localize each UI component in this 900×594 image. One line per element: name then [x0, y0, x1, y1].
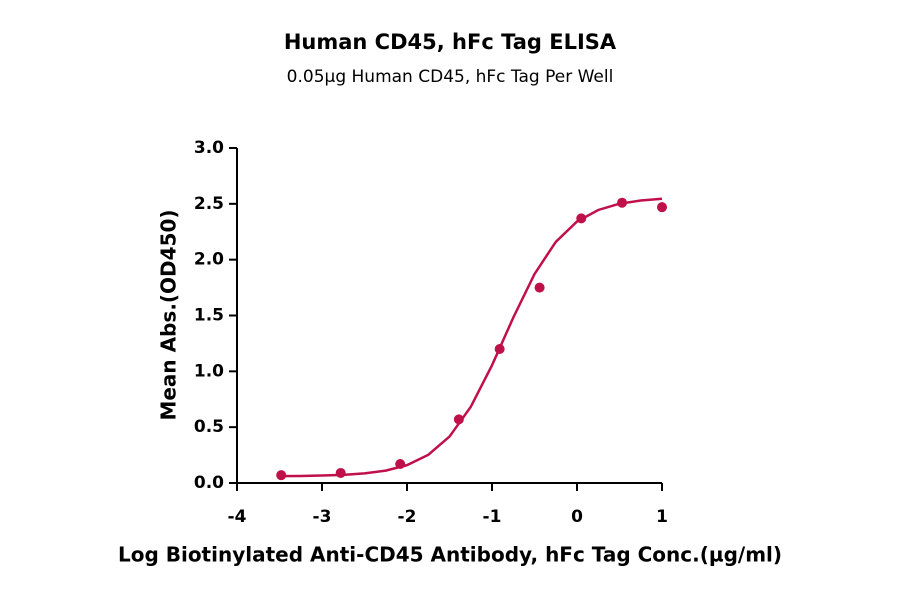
- x-tick-label: -4: [228, 507, 247, 527]
- x-tick-label: 1: [656, 507, 668, 527]
- x-tick-label: 0: [571, 507, 583, 527]
- y-tick-label: 0.5: [194, 417, 224, 437]
- data-point: [657, 202, 667, 213]
- y-axis-label: Mean Abs.(OD450): [157, 209, 181, 420]
- fit-curve: [279, 197, 663, 478]
- y-tick-label: 2.5: [194, 194, 224, 214]
- data-point: [335, 467, 346, 478]
- y-tick-label: 1.5: [194, 306, 224, 326]
- x-tick-label: -1: [483, 507, 502, 527]
- x-tick-label: -3: [313, 507, 332, 527]
- y-tick-label: 0.0: [194, 473, 224, 493]
- x-tick-label: -2: [398, 507, 417, 527]
- chart-subtitle: 0.05µg Human CD45, hFc Tag Per Well: [287, 67, 614, 87]
- y-tick-label: 1.0: [194, 361, 224, 381]
- y-tick-label: 2.0: [194, 250, 224, 270]
- data-point: [534, 282, 545, 293]
- x-axis-label: Log Biotinylated Anti-CD45 Antibody, hFc…: [118, 543, 782, 567]
- chart-title: Human CD45, hFc Tag ELISA: [284, 30, 617, 54]
- y-tick-label: 3.0: [194, 138, 224, 158]
